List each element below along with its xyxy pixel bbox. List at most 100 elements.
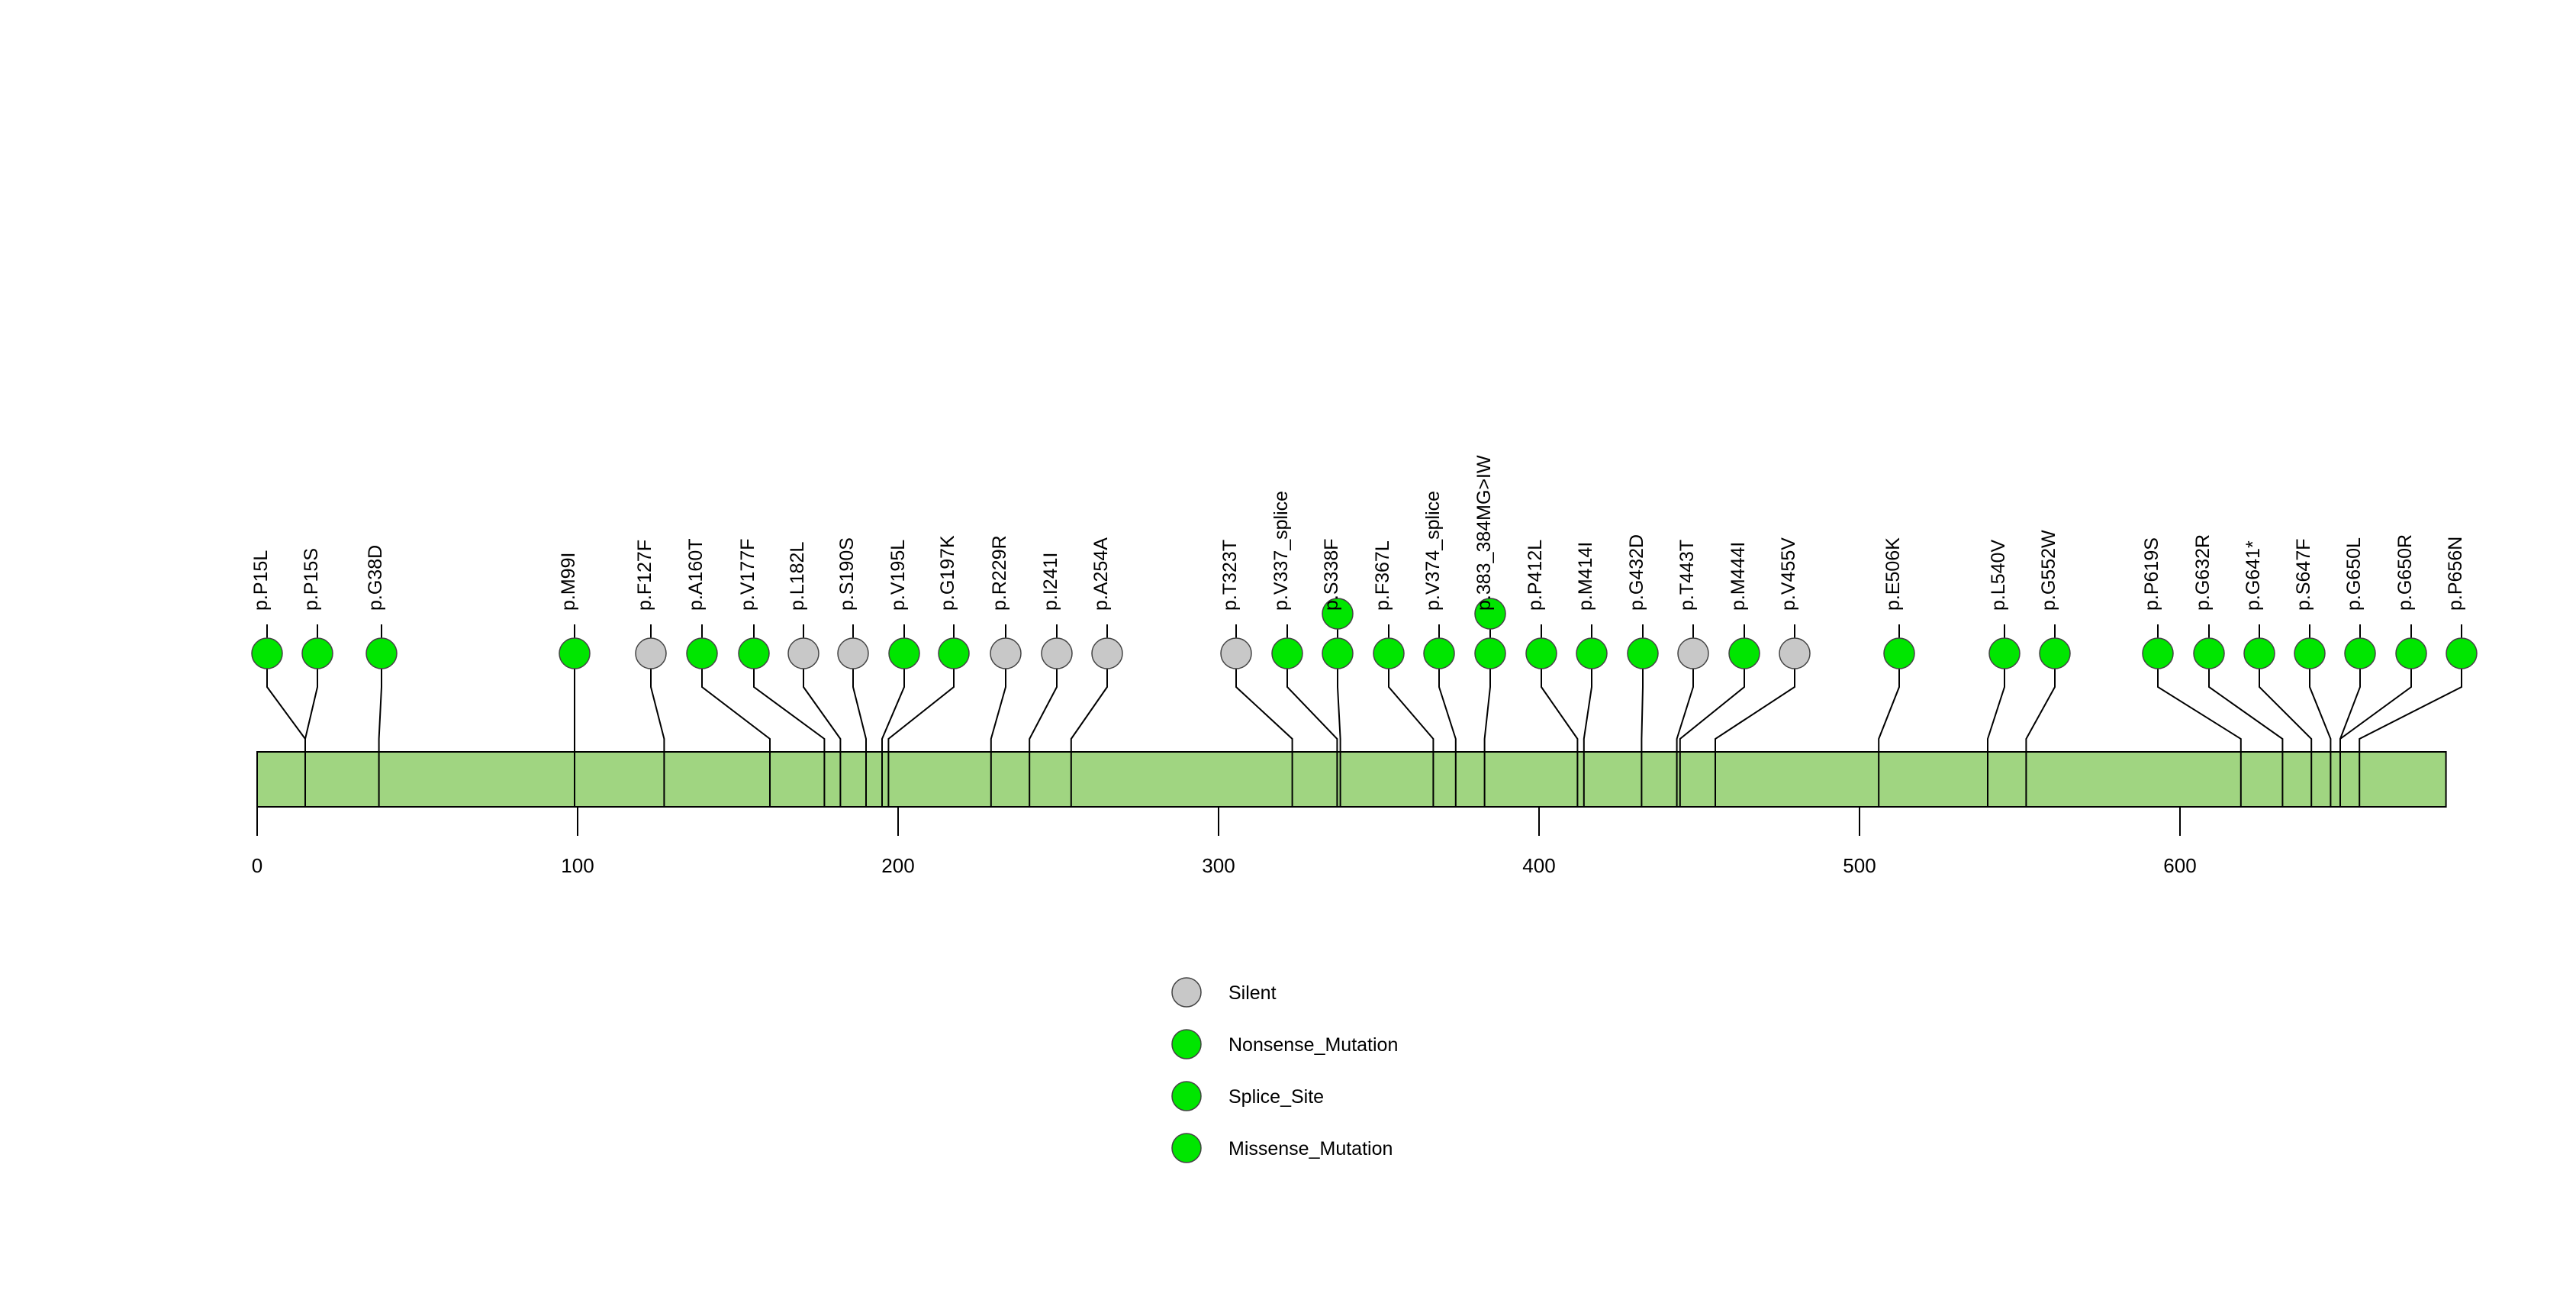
mutation-dot[interactable] (990, 637, 1022, 669)
mutation-dot[interactable] (2294, 637, 2326, 669)
stem-lower (650, 669, 665, 807)
mutation-dot[interactable] (1423, 637, 1455, 669)
lollipop-p-P619S (2157, 624, 2242, 807)
mutation-dot[interactable] (1271, 637, 1303, 669)
mutation-dot[interactable] (559, 637, 591, 669)
stem-lower (2025, 669, 2056, 807)
mutation-dot[interactable] (1474, 598, 1506, 630)
mutation-dot[interactable] (2243, 637, 2275, 669)
mutation-dot[interactable] (635, 637, 667, 669)
mutation-label: p.S338F (1321, 538, 1342, 611)
stem-lower (1388, 669, 1435, 807)
mutation-dot[interactable] (1883, 637, 1915, 669)
mutation-dot[interactable] (787, 637, 819, 669)
stem-lower (1541, 669, 1579, 807)
lollipop-p-P15S (304, 624, 318, 807)
legend-marker[interactable] (1171, 1029, 1202, 1059)
mutation-label: p.F367L (1372, 540, 1393, 611)
mutation-dot[interactable] (1474, 637, 1506, 669)
mutation-dot[interactable] (1627, 637, 1659, 669)
lollipop-p-V374-splice (1438, 624, 1457, 807)
stem-lower (990, 669, 1006, 807)
lollipop-p-A254A (1070, 624, 1108, 807)
axis-tick-label: 300 (1202, 854, 1235, 877)
mutation-dot[interactable] (365, 637, 398, 669)
stem-lower (1029, 669, 1058, 807)
stem-lower (887, 669, 955, 807)
lollipop-p-T443T (1676, 624, 1694, 807)
stem-lower (1987, 669, 2005, 807)
mutation-dot[interactable] (2446, 637, 2478, 669)
legend-marker[interactable] (1171, 1081, 1202, 1111)
legend-label: Silent (1228, 982, 1277, 1004)
mutation-dot[interactable] (938, 637, 970, 669)
lollipop-p-G197K (887, 624, 955, 807)
stem-lower (852, 669, 867, 807)
mutation-label: p.M99I (558, 553, 579, 611)
stem-lower (1715, 669, 1795, 807)
mutation-dot[interactable] (888, 637, 920, 669)
mutation-dot[interactable] (1220, 637, 1252, 669)
mutation-label: p.P15L (250, 550, 272, 611)
stem-lower (1235, 669, 1293, 807)
lollipop-p-L182L (803, 624, 842, 807)
lollipop-p-F367L (1388, 624, 1435, 807)
mutation-dot[interactable] (1576, 637, 1608, 669)
mutation-dot[interactable] (837, 637, 869, 669)
stem-lower (2259, 669, 2313, 807)
stem-lower (2339, 669, 2412, 807)
mutation-dot[interactable] (1041, 637, 1073, 669)
lollipop-p-S190S (852, 624, 867, 807)
legend-label: Nonsense_Mutation (1228, 1034, 1398, 1056)
lollipop-p-T323T (1235, 624, 1293, 807)
mutation-label: p.I241I (1040, 553, 1061, 611)
mutation-label: p.V455V (1778, 537, 1799, 611)
mutation-label: p.V177F (737, 538, 758, 611)
lollipop-p-R229R (990, 624, 1006, 807)
mutation-dot[interactable] (1677, 637, 1709, 669)
legend-label: Splice_Site (1228, 1086, 1324, 1108)
mutation-dot[interactable] (1525, 637, 1557, 669)
mutation-label: p.L540V (1988, 540, 2009, 611)
mutation-label: p.A254A (1090, 537, 1112, 611)
mutation-dot[interactable] (1373, 637, 1405, 669)
mutation-dot[interactable] (2193, 637, 2225, 669)
mutation-dot[interactable] (251, 637, 283, 669)
mutation-dot[interactable] (2395, 637, 2427, 669)
lollipop-p-V195L (881, 624, 905, 807)
mutation-dot[interactable] (1728, 637, 1760, 669)
stem-lower (1483, 669, 1491, 807)
legend-marker[interactable] (1171, 1133, 1202, 1163)
mutation-dot[interactable] (738, 637, 770, 669)
mutation-label: p.L182L (787, 542, 808, 611)
mutation-dot[interactable] (2039, 637, 2071, 669)
mutation-dot[interactable] (686, 637, 718, 669)
lollipop-p-I241I (1029, 624, 1058, 807)
mutation-label: p.A160T (685, 538, 707, 611)
mutation-label: p.E506K (1882, 537, 1904, 611)
mutation-dot[interactable] (301, 637, 333, 669)
stem-lower (1676, 669, 1694, 807)
axis-tick-label: 100 (561, 854, 594, 877)
lollipop-p-V455V (1715, 624, 1795, 807)
lollipop-p-L540V (1987, 624, 2005, 807)
mutation-label: p.G650R (2394, 534, 2416, 611)
mutation-dot[interactable] (2344, 637, 2376, 669)
mutation-dot[interactable] (1779, 637, 1811, 669)
stem-lower (1641, 669, 1644, 807)
mutation-dot[interactable] (2142, 637, 2174, 669)
lollipop-p-M414I (1583, 624, 1592, 807)
mutation-dot[interactable] (1091, 637, 1123, 669)
mutation-dot[interactable] (1322, 598, 1354, 630)
mutation-label: p.V337_splice (1270, 491, 1292, 611)
mutation-label: p.T323T (1219, 540, 1241, 611)
lollipop-p-G632R (2208, 624, 2284, 807)
mutation-dot[interactable] (1322, 637, 1354, 669)
mutation-label: p.G197K (937, 535, 958, 611)
stem-lower (2157, 669, 2242, 807)
legend-marker[interactable] (1171, 977, 1202, 1008)
stem-lower (1583, 669, 1592, 807)
mutation-dot[interactable] (1988, 637, 2021, 669)
